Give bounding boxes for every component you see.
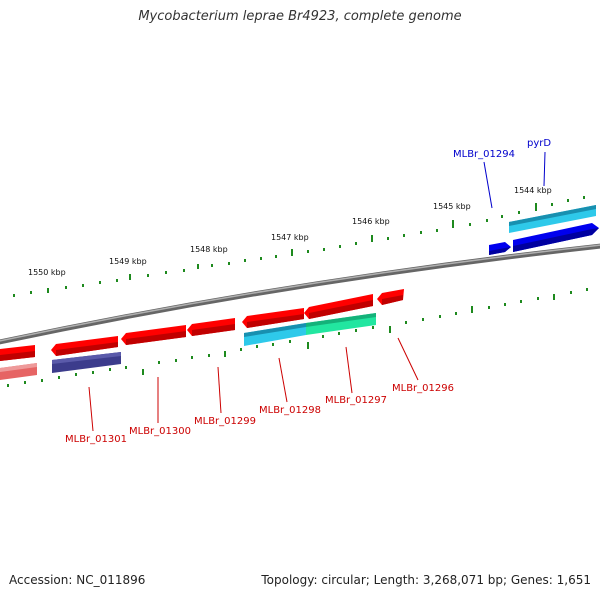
leader-pyrd — [543, 151, 546, 187]
gene-label-mlbr-01300[interactable]: MLBr_01300 — [129, 426, 191, 437]
map-title: Mycobacterium leprae Br4923, complete ge… — [138, 9, 462, 24]
gene-label-mlbr-01301[interactable]: MLBr_01301 — [65, 434, 127, 445]
accession-text: Accession: NC_011896 — [9, 573, 146, 587]
gene-bar-shade — [306, 313, 376, 327]
gene-left-edge-feature[interactable] — [0, 363, 37, 380]
cds-arrow-shade — [382, 295, 403, 305]
gene-label-mlbr-01297[interactable]: MLBr_01297 — [325, 395, 387, 406]
cds-arrow-shade — [192, 324, 235, 336]
cds-arrow-shade — [247, 314, 304, 328]
kbp-label: 1547 kbp — [271, 233, 309, 242]
cds-mlbr-01299-feature[interactable] — [187, 318, 235, 336]
kbp-label: 1546 kbp — [352, 217, 390, 226]
gene-mlbr-01298-feature[interactable] — [244, 323, 306, 346]
kbp-labels: 1544 kbp 1545 kbp 1546 kbp 1547 kbp 1548… — [28, 186, 552, 277]
gene-label-mlbr-01296[interactable]: MLBr_01296 — [392, 383, 454, 394]
gene-mlbr-01297-feature[interactable] — [306, 313, 376, 335]
cds-mlbr-01300-feature[interactable] — [121, 325, 186, 345]
cds-small-blue-feature[interactable] — [489, 242, 511, 255]
gene-arrow-shade — [509, 205, 596, 226]
cds-arrow-shade — [126, 331, 186, 345]
leader-mlbr-01294 — [483, 161, 493, 209]
gene-mlbr-01294-feature[interactable] — [509, 205, 596, 233]
gene-label-mlbr-01294[interactable]: MLBr_01294 — [453, 149, 515, 160]
gene-bar-shade — [52, 352, 121, 364]
cds-left-edge-feature[interactable] — [0, 345, 35, 361]
gene-bar-shade — [0, 363, 37, 372]
cds-arrow-shade — [513, 228, 599, 252]
cds-arrow-shade — [56, 342, 118, 356]
cds-arrow-shade — [489, 247, 511, 255]
label-leaders — [88, 151, 546, 432]
cds-mlbr-01297-feature[interactable] — [304, 294, 373, 319]
leader-mlbr-01297 — [345, 346, 353, 394]
gene-mlbr-01301-feature[interactable] — [52, 352, 121, 373]
genome-backbone-highlight — [0, 244, 600, 342]
topology-text: Topology: circular; Length: 3,268,071 bp… — [261, 573, 591, 587]
cds-arrow-shade — [309, 300, 373, 319]
genome-backbone — [0, 243, 600, 345]
gene-label-mlbr-01298[interactable]: MLBr_01298 — [259, 405, 321, 416]
kbp-label: 1545 kbp — [433, 202, 471, 211]
cds-mlbr-01296-feature[interactable] — [377, 289, 404, 305]
gene-labels: pyrD MLBr_01294 MLBr_01296 MLBr_01297 ML… — [65, 138, 551, 445]
kbp-label: 1544 kbp — [514, 186, 552, 195]
kbp-label: 1550 kbp — [28, 268, 66, 277]
gene-label-mlbr-01299[interactable]: MLBr_01299 — [194, 416, 256, 427]
cds-mlbr-01298-feature[interactable] — [242, 308, 304, 328]
leader-mlbr-01299 — [217, 366, 222, 414]
outer-tick-ring — [13, 196, 585, 297]
inner-tick-ring — [7, 288, 588, 387]
leader-mlbr-01298 — [278, 357, 288, 403]
cds-pyrd-feature[interactable] — [513, 223, 599, 252]
leader-mlbr-01301 — [88, 386, 94, 432]
cds-arrow-shade — [0, 351, 35, 361]
kbp-label: 1549 kbp — [109, 257, 147, 266]
gene-label-pyrd[interactable]: pyrD — [527, 138, 551, 149]
leader-mlbr-01296 — [397, 337, 419, 381]
cds-mlbr-01301-feature[interactable] — [51, 336, 118, 356]
kbp-label: 1548 kbp — [190, 245, 228, 254]
gene-bar-shade — [244, 323, 306, 337]
